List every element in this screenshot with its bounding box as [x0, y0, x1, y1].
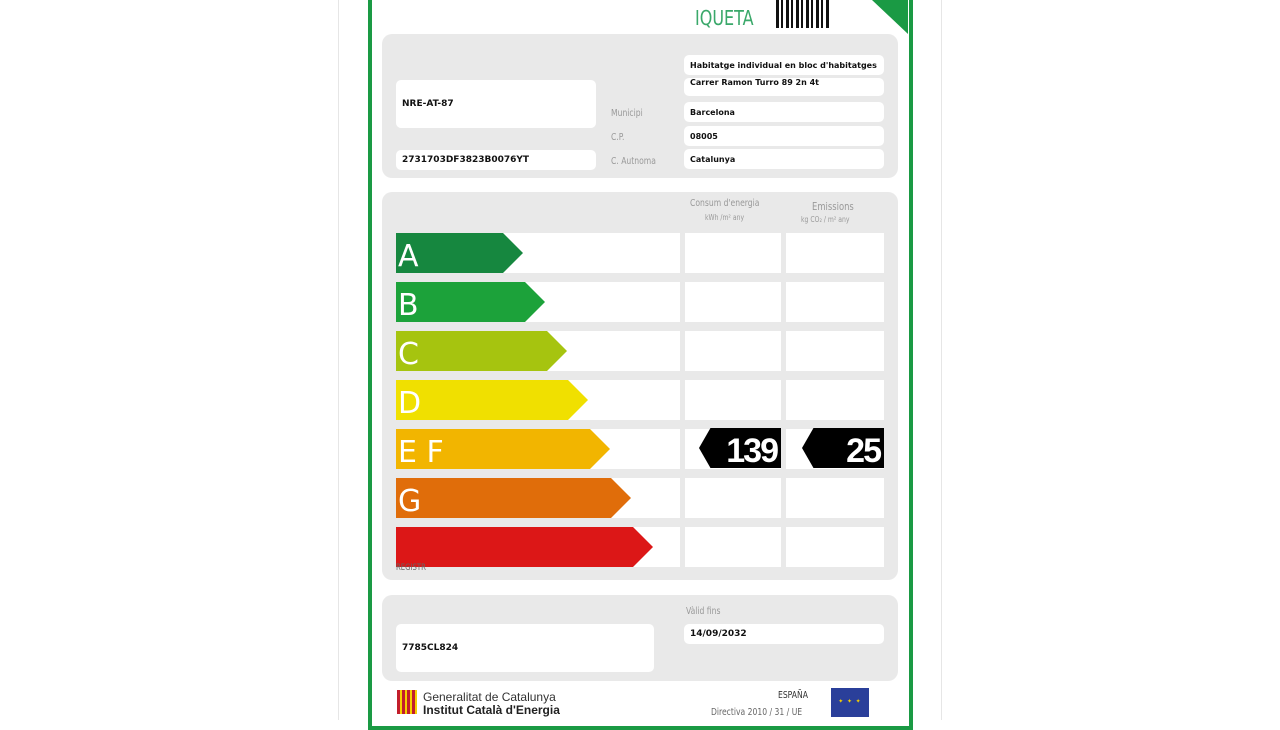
country-label: ESPAÑA — [778, 690, 808, 701]
emissions-cell-0 — [786, 233, 884, 273]
emissions-header: Emissions — [812, 200, 854, 213]
valid-label: Vàlid fins — [686, 606, 721, 617]
label-title: IQUETA — [695, 6, 754, 30]
municipi-field: Barcelona — [684, 102, 884, 122]
energy-class-bar: D — [396, 380, 588, 420]
emissions-rating-indicator: 25 — [802, 428, 884, 468]
registry-field: 7785CL824 — [396, 624, 654, 672]
autonoma-label: C. Autnoma — [611, 156, 656, 167]
energy-class-bar: A — [396, 233, 523, 273]
autonoma-field: Catalunya — [684, 149, 884, 169]
directive-label: Directiva 2010 / 31 / UE — [711, 707, 803, 718]
cp-field: 08005 — [684, 126, 884, 146]
energy-header: Consum d'energia — [690, 198, 760, 209]
energy-class-bar: B — [396, 282, 545, 322]
qr-code — [776, 0, 830, 28]
org-name: Generalitat de Catalunya — [423, 690, 556, 704]
energy-class-bar — [396, 527, 653, 567]
energy-cell-1 — [685, 282, 781, 322]
emissions-cell-6 — [786, 527, 884, 567]
cp-label: C.P. — [611, 132, 625, 143]
energy-rating-indicator: 139 — [699, 428, 781, 468]
emissions-cell-2 — [786, 331, 884, 371]
energy-class-bar: E F — [396, 429, 610, 469]
energy-unit: kWh /m² any — [705, 213, 745, 222]
eu-flag-icon: ✦ ✦ ✦ — [831, 688, 869, 717]
institute-name: Institut Català d'Energia — [423, 703, 560, 717]
energy-cell-5 — [685, 478, 781, 518]
address-field: Carrer Ramon Turro 89 2n 4t — [684, 78, 884, 96]
registry-label: REGISTR — [396, 563, 426, 573]
reference-field: NRE-AT-87 — [396, 80, 596, 128]
emissions-cell-5 — [786, 478, 884, 518]
building-type-field: Habitatge individual en bloc d'habitatge… — [684, 55, 884, 75]
energy-cell-3 — [685, 380, 781, 420]
energy-cell-2 — [685, 331, 781, 371]
corner-decoration — [872, 0, 908, 34]
generalitat-logo — [397, 690, 417, 714]
energy-cell-6 — [685, 527, 781, 567]
municipi-label: Municipi — [611, 108, 643, 119]
emissions-unit: kg CO₂ / m² any — [801, 215, 850, 224]
valid-until-field: 14/09/2032 — [684, 624, 884, 644]
energy-class-bar: G — [396, 478, 631, 518]
energy-class-bar: C — [396, 331, 567, 371]
cadastral-field: 2731703DF3823B0076YT — [396, 150, 596, 170]
energy-cell-0 — [685, 233, 781, 273]
emissions-cell-1 — [786, 282, 884, 322]
emissions-cell-3 — [786, 380, 884, 420]
